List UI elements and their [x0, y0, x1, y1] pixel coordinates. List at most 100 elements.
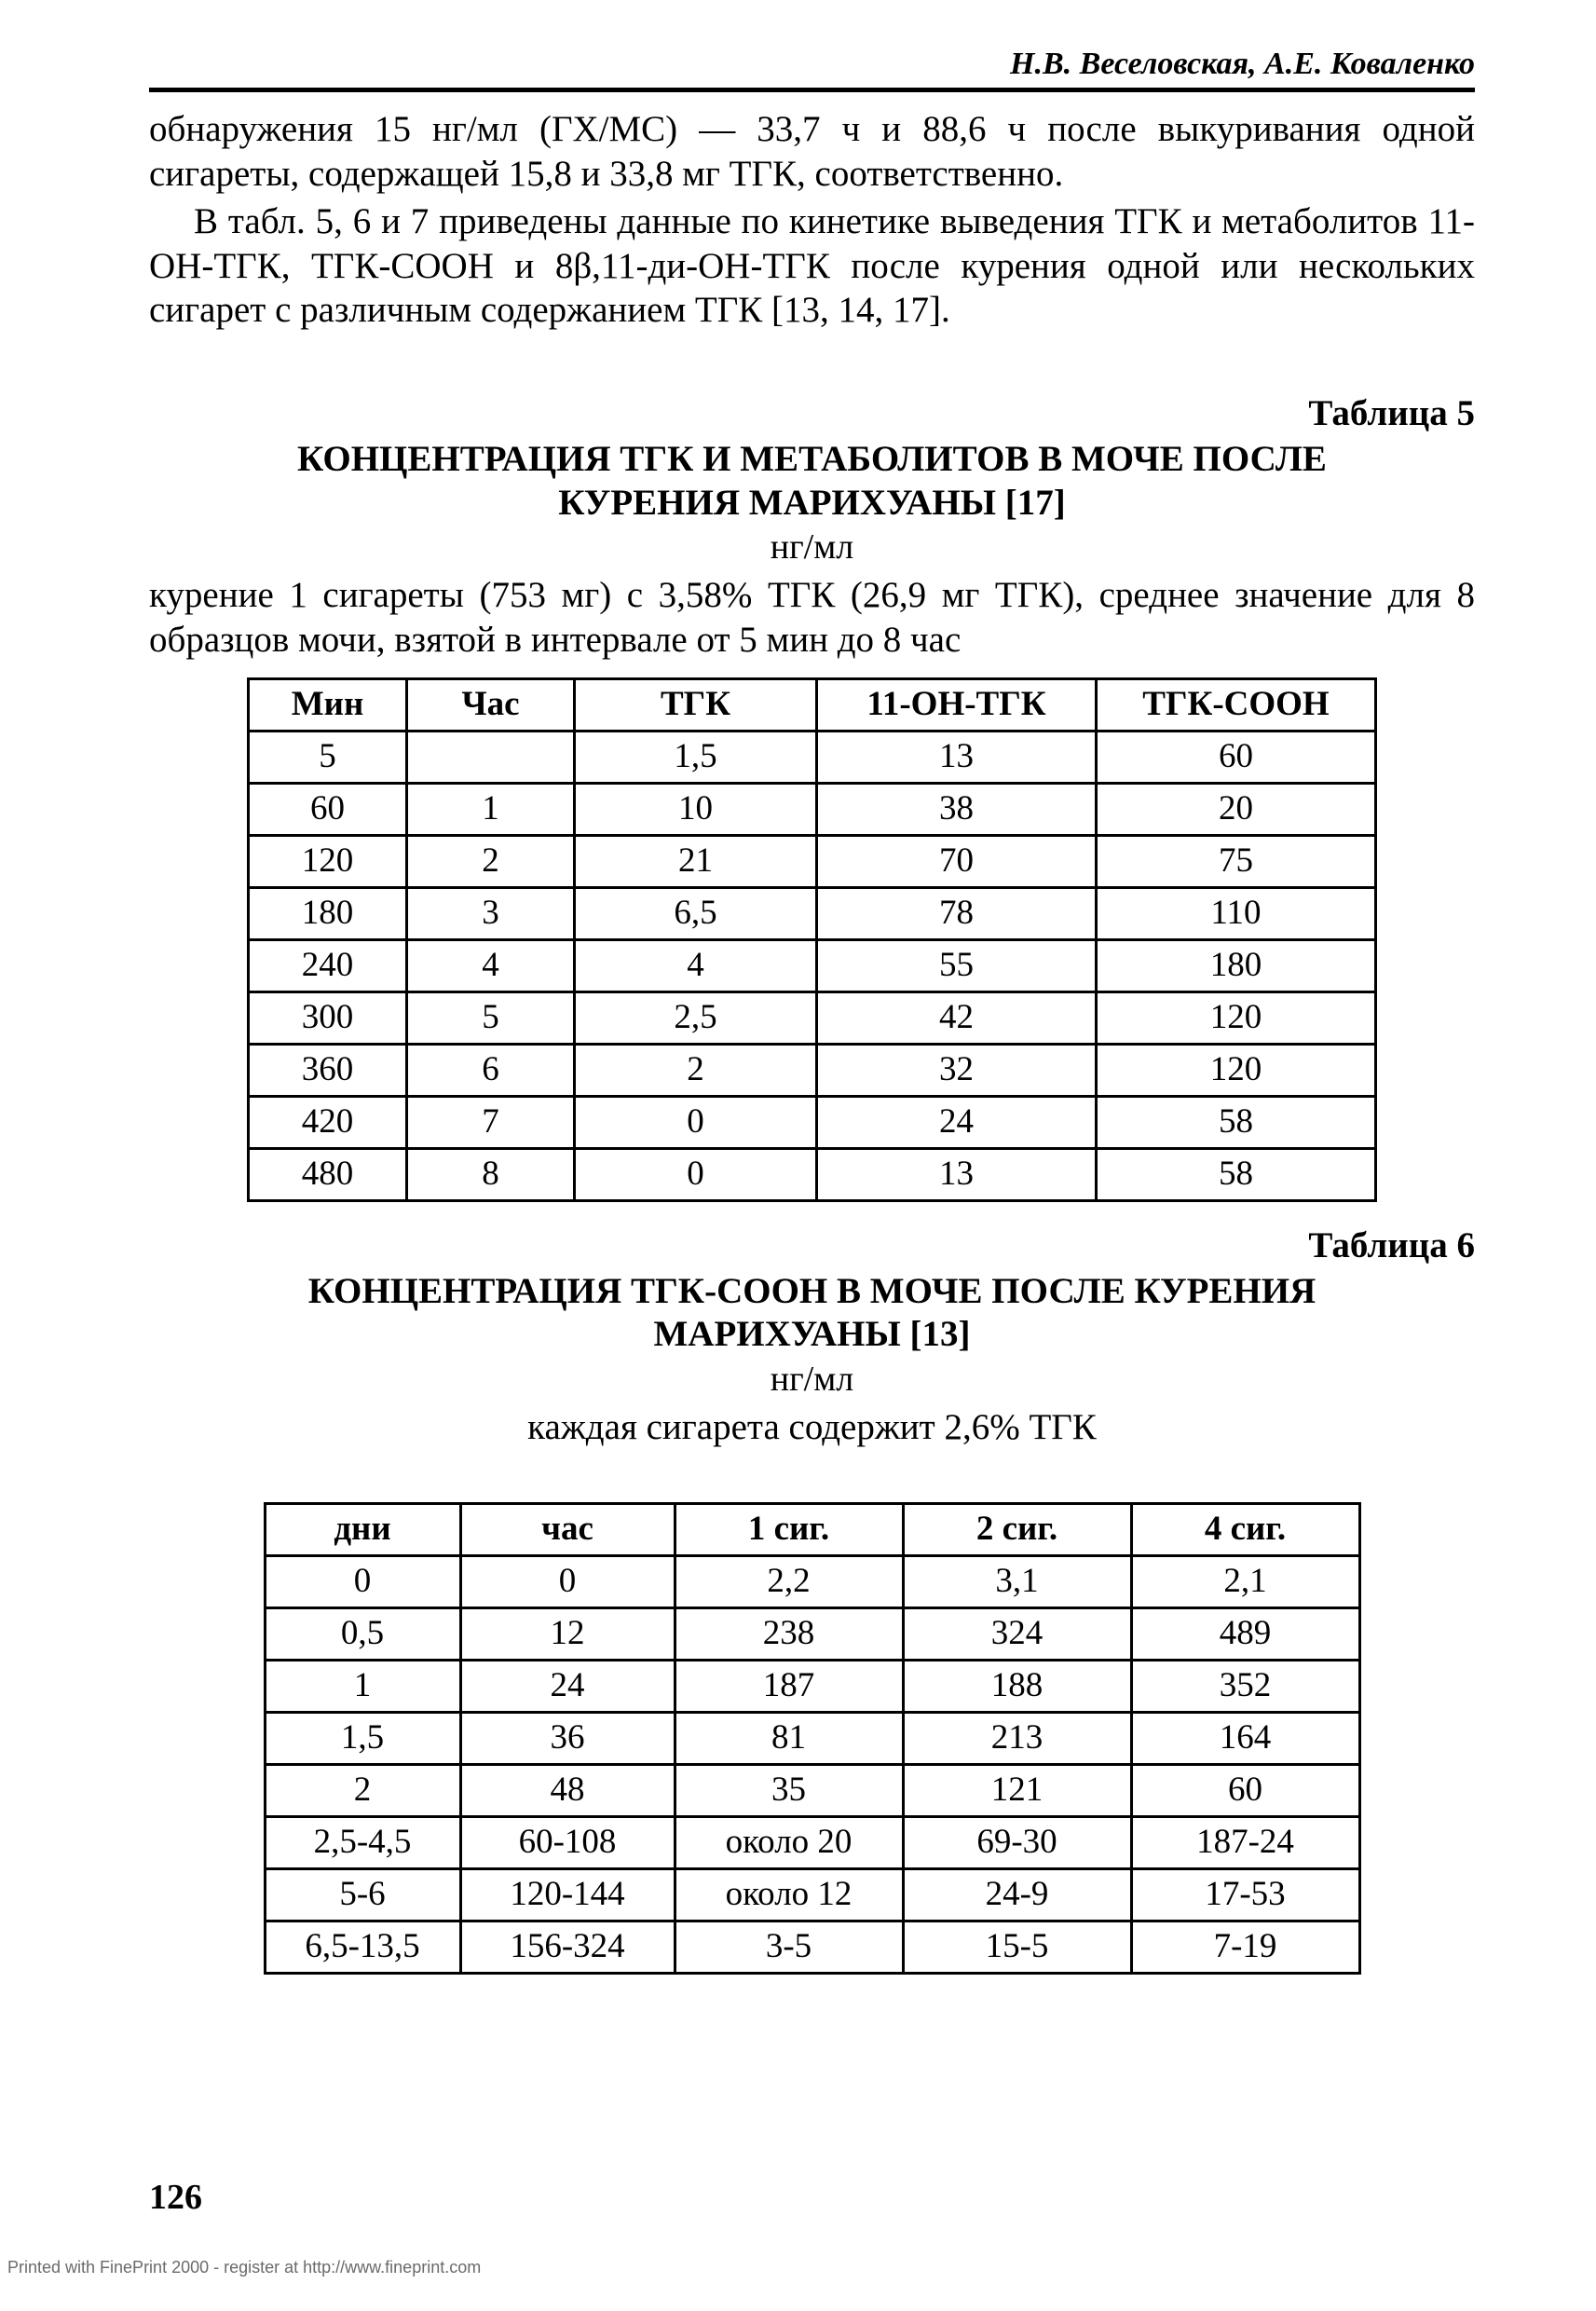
fineprint: Printed with FinePrint 2000 - register a… [7, 2258, 481, 2277]
table6-cell: 60 [1131, 1764, 1359, 1816]
table6-cell: 3-5 [675, 1921, 903, 1973]
table5-cell: 240 [249, 939, 407, 991]
table6-cell: 15-5 [903, 1921, 1131, 1973]
table6-cell: 213 [903, 1712, 1131, 1764]
table5-cell: 4 [575, 939, 817, 991]
table6-cell: 187-24 [1131, 1816, 1359, 1868]
table6-cell: 24 [460, 1660, 675, 1712]
table6-cell: 0,5 [265, 1607, 460, 1660]
table5-cell: 38 [817, 783, 1097, 835]
table6-row: 124187188352 [265, 1660, 1359, 1712]
table5-label: Таблица 5 [149, 392, 1475, 434]
table5-cell: 5 [407, 991, 575, 1044]
table6-cell: 48 [460, 1764, 675, 1816]
table5-cell [407, 731, 575, 783]
table5-note: курение 1 сигареты (753 мг) с 3,58% ТГК … [149, 573, 1475, 662]
table5-header-row: МинЧасТГК11-ОН-ТГКТГК-СООН [249, 678, 1376, 731]
table5-cell: 58 [1097, 1148, 1376, 1200]
table5-title-line2: КУРЕНИЯ МАРИХУАНЫ [17] [149, 482, 1475, 526]
table5-cell: 2 [575, 1044, 817, 1096]
table5-row: 18036,578110 [249, 887, 1376, 939]
table5-header-cell: 11-ОН-ТГК [817, 678, 1097, 731]
table5-header-cell: ТГК [575, 678, 817, 731]
table5-cell: 4 [407, 939, 575, 991]
table6-cell: около 12 [675, 1868, 903, 1921]
spacer [149, 336, 1475, 392]
table5-cell: 32 [817, 1044, 1097, 1096]
table6-cell: 60-108 [460, 1816, 675, 1868]
table5-row: 480801358 [249, 1148, 1376, 1200]
table5-cell: 0 [575, 1096, 817, 1148]
paragraph-1: обнаружения 15 нг/мл (ГХ/МС) — 33,7 ч и … [149, 107, 1475, 196]
page-number: 126 [149, 2177, 202, 2218]
table5-cell: 58 [1097, 1096, 1376, 1148]
table6-cell: 7-19 [1131, 1921, 1359, 1973]
table5-cell: 75 [1097, 835, 1376, 887]
table5: МинЧасТГК11-ОН-ТГКТГК-СООН51,51360601103… [247, 677, 1377, 1202]
table6-note: каждая сигарета содержит 2,6% ТГК [149, 1405, 1475, 1450]
table6-cell: 324 [903, 1607, 1131, 1660]
table6: дничас1 сиг.2 сиг.4 сиг.002,23,12,10,512… [264, 1502, 1361, 1975]
table5-cell: 480 [249, 1148, 407, 1200]
table5-header-cell: Мин [249, 678, 407, 731]
table5-cell: 60 [249, 783, 407, 835]
table6-cell: 187 [675, 1660, 903, 1712]
table6-cell: около 20 [675, 1816, 903, 1868]
table6-row: 2483512160 [265, 1764, 1359, 1816]
table5-cell: 10 [575, 783, 817, 835]
table6-row: 2,5-4,560-108около 2069-30187-24 [265, 1816, 1359, 1868]
table6-header-cell: 1 сиг. [675, 1503, 903, 1555]
table5-cell: 42 [817, 991, 1097, 1044]
table5-cell: 180 [1097, 939, 1376, 991]
table6-header-cell: 4 сиг. [1131, 1503, 1359, 1555]
table5-row: 3606232120 [249, 1044, 1376, 1096]
table5-cell: 24 [817, 1096, 1097, 1148]
table6-header-cell: час [460, 1503, 675, 1555]
table5-row: 2404455180 [249, 939, 1376, 991]
table5-cell: 21 [575, 835, 817, 887]
table5-row: 601103820 [249, 783, 1376, 835]
table6-label: Таблица 6 [149, 1224, 1475, 1266]
table6-cell: 120-144 [460, 1868, 675, 1921]
paragraph-2: В табл. 5, 6 и 7 приведены данные по кин… [149, 199, 1475, 333]
table6-cell: 188 [903, 1660, 1131, 1712]
table5-cell: 2 [407, 835, 575, 887]
table6-header-row: дничас1 сиг.2 сиг.4 сиг. [265, 1503, 1359, 1555]
table6-cell: 1,5 [265, 1712, 460, 1764]
table5-cell: 1,5 [575, 731, 817, 783]
table5-row: 51,51360 [249, 731, 1376, 783]
table6-row: 0,512238324489 [265, 1607, 1359, 1660]
table5-cell: 60 [1097, 731, 1376, 783]
table6-title-line1: КОНЦЕНТРАЦИЯ ТГК-СООН В МОЧЕ ПОСЛЕ КУРЕН… [149, 1270, 1475, 1314]
table6-cell: 1 [265, 1660, 460, 1712]
table6-cell: 81 [675, 1712, 903, 1764]
table6-cell: 69-30 [903, 1816, 1131, 1868]
table5-row: 420702458 [249, 1096, 1376, 1148]
table5-cell: 1 [407, 783, 575, 835]
table5-cell: 7 [407, 1096, 575, 1148]
table5-cell: 55 [817, 939, 1097, 991]
table5-cell: 110 [1097, 887, 1376, 939]
table6-title-line2: МАРИХУАНЫ [13] [149, 1313, 1475, 1357]
table5-row: 1202217075 [249, 835, 1376, 887]
table5-cell: 120 [1097, 991, 1376, 1044]
table6-cell: 2,1 [1131, 1555, 1359, 1607]
table5-cell: 13 [817, 731, 1097, 783]
table6-row: 5-6120-144около 1224-917-53 [265, 1868, 1359, 1921]
table5-cell: 300 [249, 991, 407, 1044]
table6-row: 6,5-13,5156-3243-515-57-19 [265, 1921, 1359, 1973]
table6-cell: 156-324 [460, 1921, 675, 1973]
table5-cell: 180 [249, 887, 407, 939]
table6-cell: 238 [675, 1607, 903, 1660]
table5-cell: 20 [1097, 783, 1376, 835]
table6-cell: 36 [460, 1712, 675, 1764]
table6-cell: 2,5-4,5 [265, 1816, 460, 1868]
table6-header-cell: 2 сиг. [903, 1503, 1131, 1555]
table6-unit: нг/мл [149, 1359, 1475, 1400]
table6-cell: 489 [1131, 1607, 1359, 1660]
table6-row: 002,23,12,1 [265, 1555, 1359, 1607]
divider-top [149, 88, 1475, 92]
table6-cell: 17-53 [1131, 1868, 1359, 1921]
table5-cell: 13 [817, 1148, 1097, 1200]
table6-row: 1,53681213164 [265, 1712, 1359, 1764]
